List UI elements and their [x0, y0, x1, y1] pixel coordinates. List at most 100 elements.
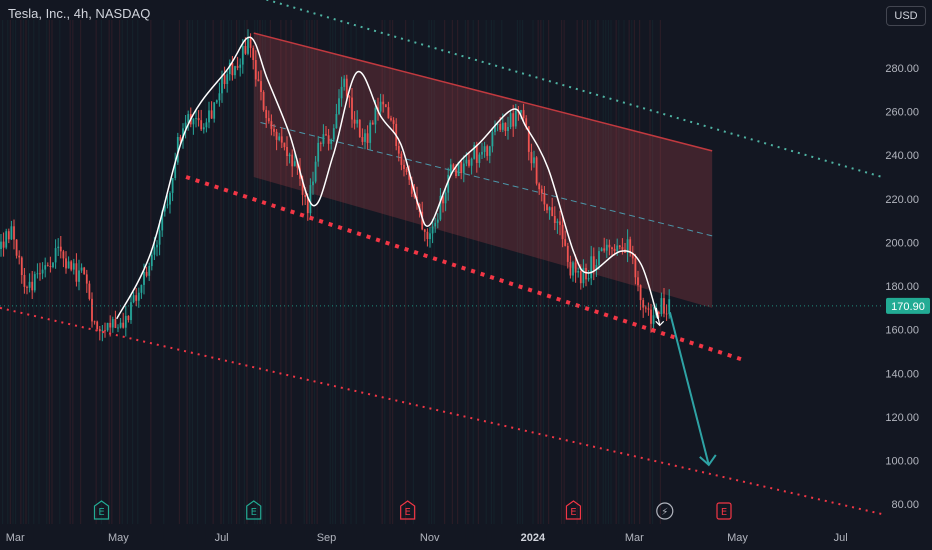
x-tick-label: Jul	[215, 532, 229, 544]
candle-body	[353, 119, 356, 124]
x-tick-label: 2024	[521, 532, 546, 544]
candle-body	[468, 159, 470, 166]
earnings-marker-label: E	[570, 507, 576, 518]
volume-stripe	[100, 20, 102, 524]
candle-body	[241, 46, 244, 65]
candle-body	[72, 263, 75, 270]
candle-body	[166, 204, 169, 206]
candle-body	[273, 128, 275, 132]
candle-body	[26, 286, 28, 288]
candle-body	[145, 271, 148, 276]
candle-body	[413, 193, 416, 197]
volume-stripe	[259, 20, 261, 524]
volume-stripe	[303, 20, 305, 524]
volume-stripe	[311, 20, 313, 524]
y-tick-label: 200.00	[885, 238, 919, 250]
candle-body	[637, 277, 639, 286]
earnings-marker: E	[400, 500, 416, 520]
volume-stripe	[532, 20, 534, 524]
candle-body	[143, 271, 145, 285]
candle-body	[148, 266, 151, 276]
candle-body	[239, 64, 242, 68]
candle-body	[70, 261, 73, 270]
earnings-marker: E	[93, 500, 110, 520]
candle-body	[351, 97, 353, 120]
candle-body	[202, 127, 205, 130]
time-axis[interactable]: Mar May Jul Sep Nov 2024 Mar May Jul	[0, 524, 932, 550]
volume-stripe	[477, 20, 479, 524]
candle-body	[585, 267, 587, 280]
candle-body	[348, 96, 351, 98]
candle-body	[340, 86, 343, 99]
candle-body	[111, 319, 114, 328]
candle-body	[67, 261, 70, 269]
volume-stripe	[20, 20, 22, 524]
dividend-event-marker: ⚡	[656, 502, 674, 520]
candle-body	[39, 273, 41, 275]
volume-stripe	[314, 20, 316, 524]
volume-stripe	[163, 20, 165, 524]
candle-body	[174, 162, 177, 178]
candle-body	[639, 285, 642, 301]
candle-body	[36, 273, 39, 275]
x-tick-label: Mar	[625, 532, 644, 544]
y-tick-label: 280.00	[885, 63, 919, 75]
candle-body	[449, 164, 452, 175]
candle-body	[286, 147, 288, 156]
volume-stripe	[340, 20, 342, 524]
candle-body	[647, 308, 650, 310]
candle-body	[210, 110, 213, 119]
volume-stripe	[308, 20, 310, 524]
candle-body	[535, 157, 538, 184]
candle-body	[439, 195, 442, 220]
candle-body	[163, 205, 166, 212]
candle-body	[434, 222, 437, 227]
candle-body	[83, 267, 86, 275]
candle-body	[288, 154, 291, 157]
candle-body	[429, 233, 431, 239]
volume-stripe	[548, 20, 550, 524]
candle-body	[33, 274, 36, 291]
x-tick-label: May	[727, 532, 748, 544]
y-tick-label: 120.00	[885, 412, 919, 424]
candle-body	[504, 122, 507, 131]
volume-stripe	[2, 20, 4, 524]
candle-body	[582, 267, 585, 284]
small-down-arrow-head	[655, 320, 665, 327]
candle-body	[106, 322, 109, 331]
candle-body	[496, 124, 499, 125]
candle-body	[28, 281, 31, 288]
currency-button[interactable]: USD	[886, 6, 926, 26]
volume-stripe	[230, 20, 232, 524]
candle-body	[314, 161, 317, 182]
volume-stripe	[121, 20, 123, 524]
candle-body	[2, 241, 5, 248]
volume-stripe	[186, 20, 188, 524]
y-tick-label: 180.00	[885, 281, 919, 293]
candle-body	[382, 101, 385, 105]
candle-body	[335, 114, 338, 129]
volume-stripe	[628, 20, 630, 524]
candle-body	[507, 127, 509, 131]
candle-body	[423, 229, 426, 232]
candle-body	[538, 183, 541, 190]
candle-body	[65, 258, 67, 269]
last-price-marker: 170.90	[886, 297, 930, 314]
volume-stripe	[649, 20, 651, 524]
candle-body	[322, 134, 325, 144]
candle-body	[161, 211, 164, 231]
candle-body	[650, 309, 652, 324]
candle-body	[52, 262, 54, 268]
volume-stripe	[587, 20, 589, 524]
volume-stripe	[444, 20, 446, 524]
candle-body	[117, 327, 119, 329]
candle-body	[275, 131, 278, 140]
candle-body	[10, 226, 13, 240]
price-axis[interactable]: 80.00 100.00 120.00 140.00 160.00 180.00 200.0…	[882, 0, 932, 550]
candle-body	[325, 134, 327, 136]
descending-channel	[253, 32, 713, 308]
volume-stripe	[262, 20, 264, 524]
candle-body	[296, 161, 299, 168]
